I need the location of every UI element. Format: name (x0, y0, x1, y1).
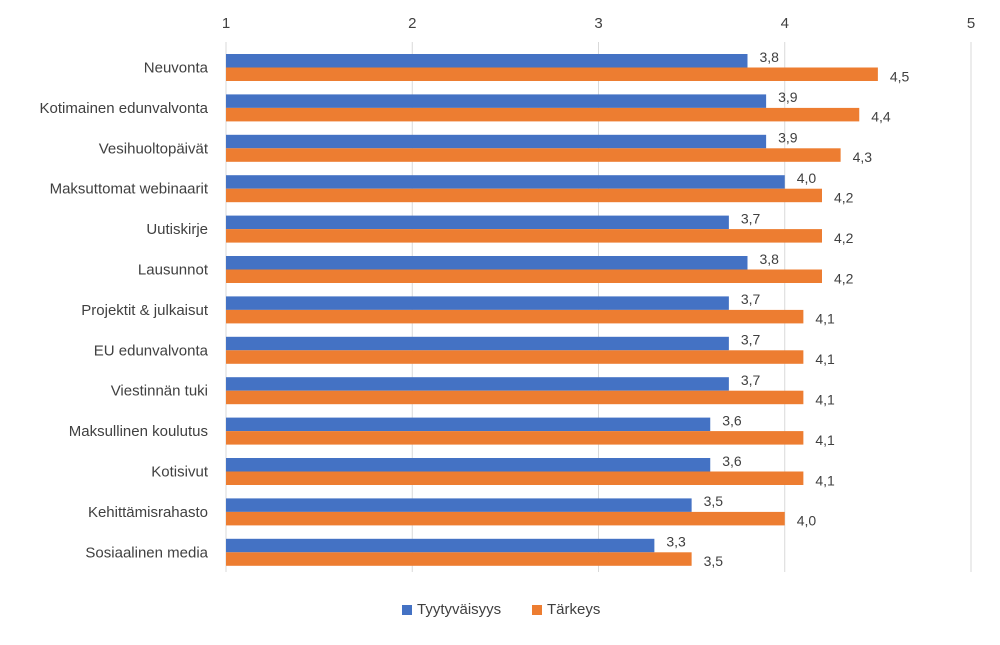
category-label: Uutiskirje (146, 221, 208, 238)
category-label: Viestinnän tuki (111, 383, 208, 400)
category-label: Kotimainen edunvalvonta (40, 100, 209, 117)
data-label: 3,8 (760, 251, 780, 267)
bar-tyytyvaisyys (226, 215, 729, 230)
data-label: 3,9 (778, 89, 798, 105)
data-label: 3,5 (704, 493, 724, 509)
data-label: 3,7 (741, 210, 761, 226)
data-label: 4,1 (815, 432, 835, 448)
category-label: Sosiaalinen media (85, 544, 208, 561)
bar-tyytyvaisyys (226, 134, 767, 149)
legend: Tyytyväisyys Tärkeys (402, 601, 600, 618)
bar-tyytyvaisyys (226, 498, 692, 512)
data-label: 3,6 (722, 412, 742, 428)
bar-tyytyvaisyys (226, 54, 748, 68)
bar-tyytyvaisyys (226, 417, 711, 432)
bar-tarkeys (226, 511, 785, 526)
data-label: 3,7 (741, 332, 761, 348)
bar-tarkeys (226, 390, 804, 405)
bar-tarkeys (226, 552, 692, 566)
bar-tyytyvaisyys (226, 256, 748, 270)
x-tick-labels: 1 2 3 4 5 (222, 15, 975, 32)
x-tick-label: 4 (781, 15, 789, 32)
data-label: 4,3 (853, 149, 873, 165)
category-label: Neuvonta (144, 60, 209, 77)
legend-label: Tyytyväisyys (417, 601, 501, 618)
category-label: Vesihuoltopäivät (99, 140, 209, 157)
bar-tyytyvaisyys (226, 538, 655, 553)
bar-tyytyvaisyys (226, 94, 767, 108)
data-label: 4,2 (834, 230, 854, 246)
x-tick-label: 3 (594, 15, 602, 32)
bar-tarkeys (226, 67, 878, 81)
data-label: 3,9 (778, 130, 798, 146)
bar-tyytyvaisyys (226, 377, 729, 391)
x-tick-label: 1 (222, 15, 230, 32)
category-label: EU edunvalvonta (94, 342, 209, 359)
data-label: 3,3 (666, 534, 686, 550)
data-label: 4,0 (797, 170, 817, 186)
data-label: 3,7 (741, 291, 761, 307)
data-label: 4,2 (834, 270, 854, 286)
x-tick-label: 5 (967, 15, 975, 32)
category-label: Maksullinen koulutus (69, 423, 208, 440)
bar-tarkeys (226, 350, 804, 364)
bar-tarkeys (226, 471, 804, 485)
bar-tyytyvaisyys (226, 296, 729, 310)
bar-tarkeys (226, 229, 822, 243)
category-label: Kehittämisrahasto (88, 504, 208, 521)
data-label: 3,7 (741, 372, 761, 388)
bar-tyytyvaisyys (226, 175, 785, 189)
bar-tyytyvaisyys (226, 458, 711, 472)
legend-swatch (402, 605, 412, 615)
category-label: Lausunnot (138, 262, 209, 279)
category-label: Projektit & julkaisut (81, 302, 209, 319)
bar-tarkeys (226, 309, 804, 324)
data-labels: 3,8 4,5 3,9 4,4 3,9 4,3 4,0 4,2 3,7 4,2 3,8 4,2 3,7 4… (666, 49, 909, 569)
x-tick-label: 2 (408, 15, 416, 32)
data-label: 4,1 (815, 472, 835, 488)
data-label: 3,6 (722, 453, 742, 469)
bar-tarkeys (226, 431, 804, 445)
bar-tarkeys (226, 107, 860, 122)
data-label: 3,8 (760, 49, 780, 65)
data-label: 4,4 (871, 109, 891, 125)
bar-tarkeys (226, 188, 822, 203)
data-label: 3,5 (704, 553, 724, 569)
bars (226, 54, 878, 566)
data-label: 4,1 (815, 391, 835, 407)
category-label: Maksuttomat webinaarit (50, 181, 209, 198)
data-label: 4,2 (834, 189, 854, 205)
legend-label: Tärkeys (547, 601, 600, 618)
data-label: 4,1 (815, 311, 835, 327)
data-label: 4,1 (815, 351, 835, 367)
data-label: 4,5 (890, 68, 910, 84)
bar-tyytyvaisyys (226, 336, 729, 351)
legend-swatch (532, 605, 542, 615)
data-label: 4,0 (797, 513, 817, 529)
bar-tarkeys (226, 148, 841, 162)
category-labels: Neuvonta Kotimainen edunvalvonta Vesihuolt… (40, 60, 209, 562)
category-label: Kotisivut (151, 464, 209, 481)
bar-tarkeys (226, 269, 822, 283)
